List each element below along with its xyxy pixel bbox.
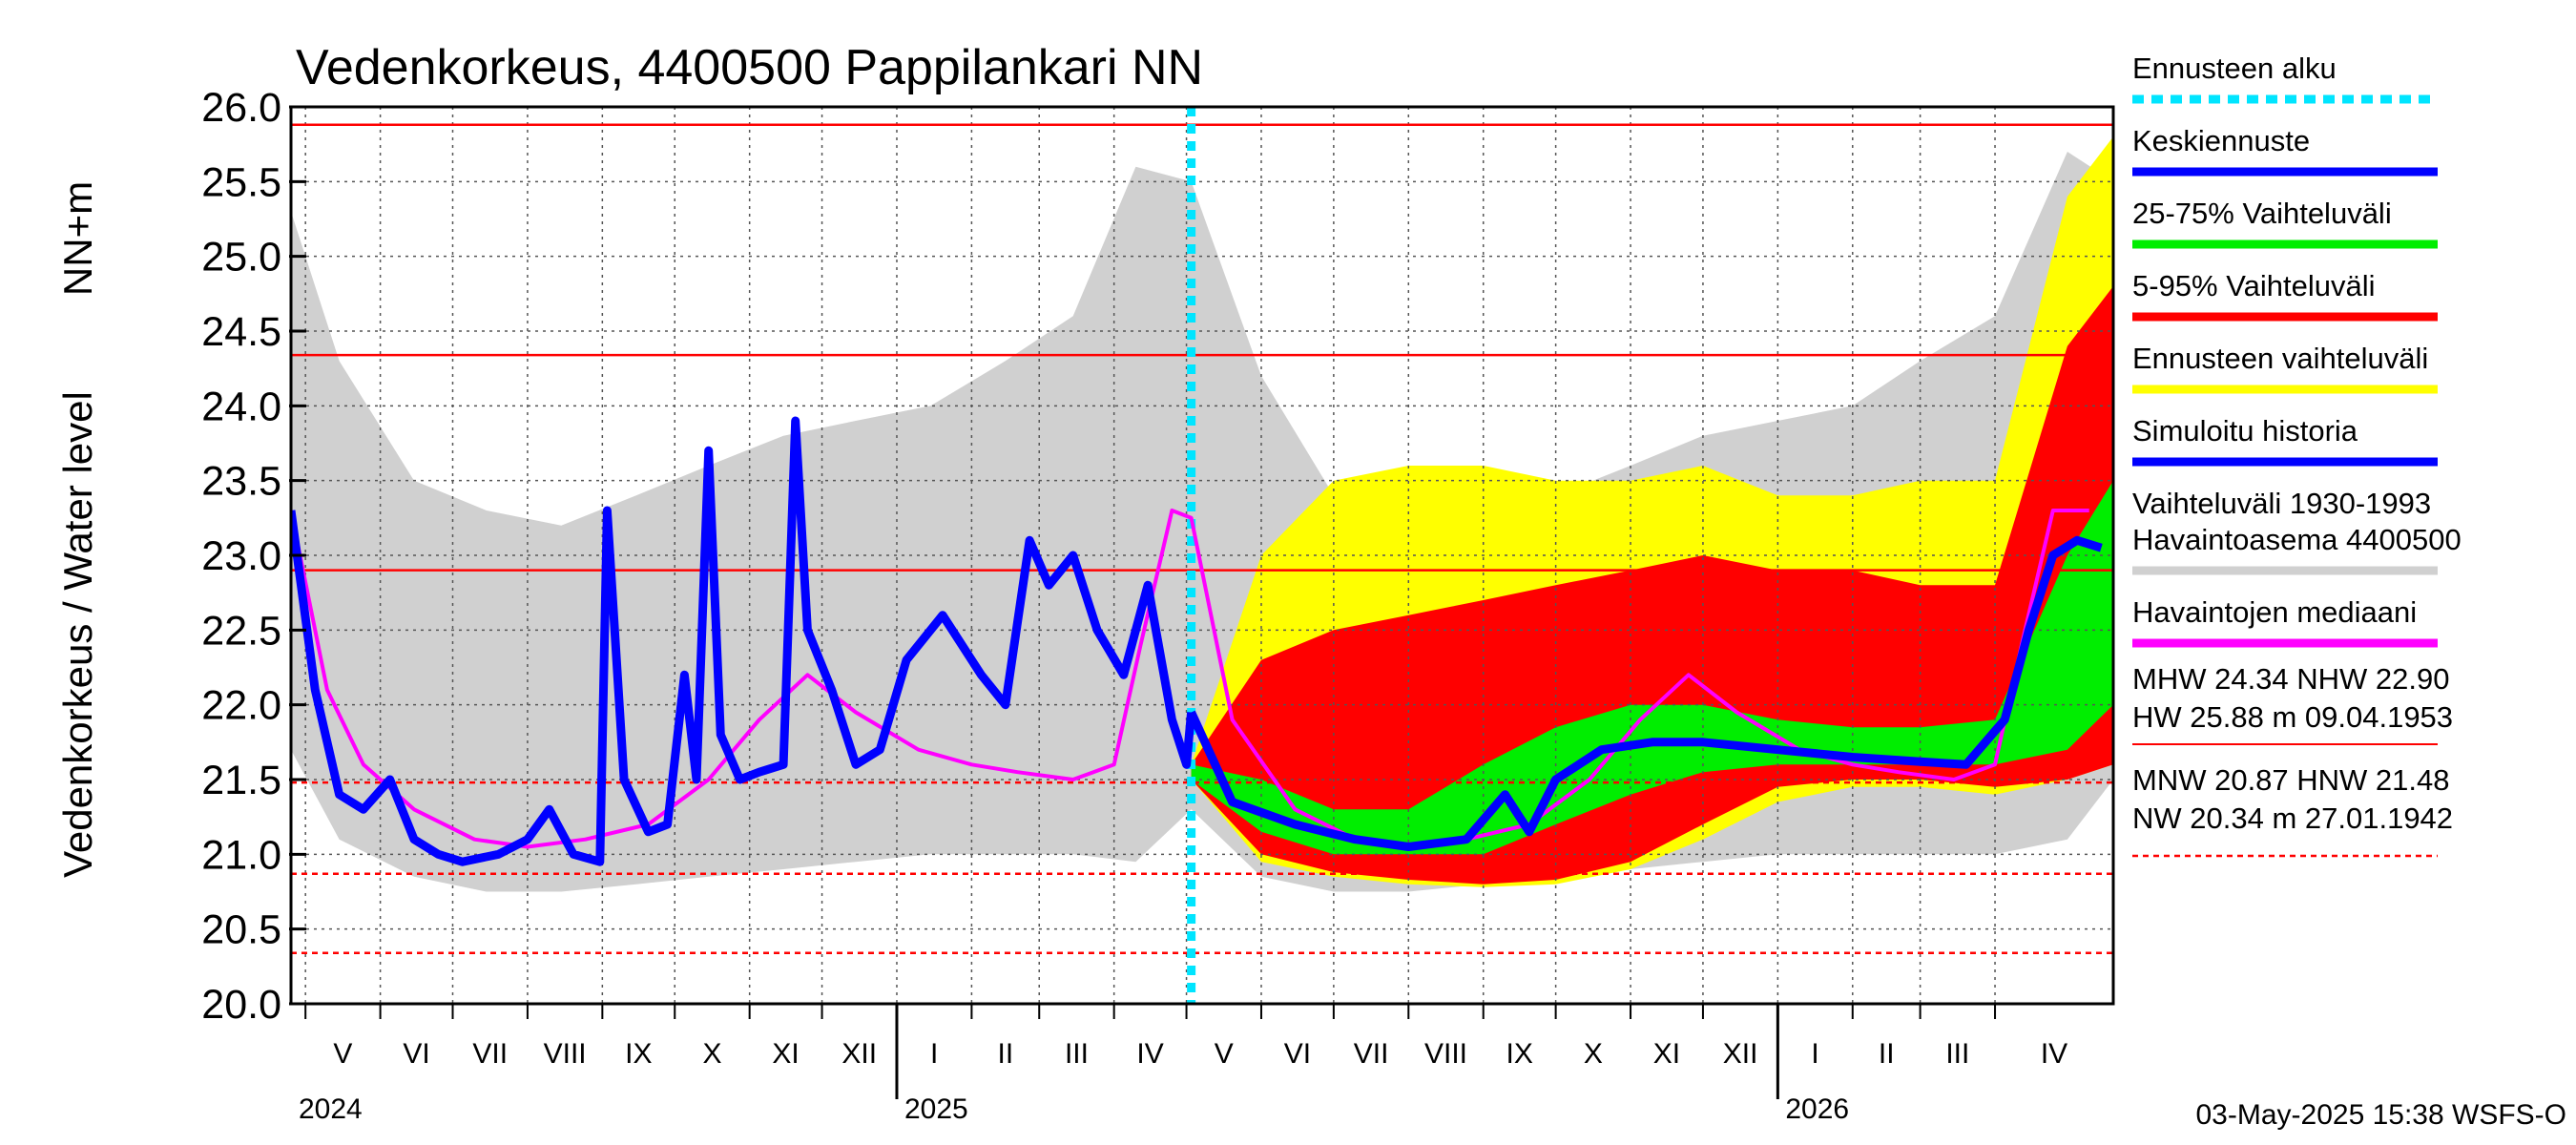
x-month-label: VI	[1284, 1038, 1311, 1070]
axes-group: 20.0 20.5 21.0 21.5 22.0 22.5 23.0 23.5 24.0 24.5…	[201, 85, 2115, 1125]
x-month-label: I	[1811, 1038, 1818, 1070]
y-tick-label: 22.0	[201, 683, 281, 729]
legend-label-vaihteluv-li-1930-1993-havaintoasema-4400500: Vaihteluväli 1930-1993	[2132, 487, 2431, 520]
x-month-label: IX	[625, 1038, 652, 1070]
legend-label-ennusteen-vaihteluv-li: Ennusteen vaihteluväli	[2132, 342, 2428, 375]
y-tick-label: 20.5	[201, 907, 281, 953]
y-tick-label: 21.5	[201, 758, 281, 803]
y-tick-label: 24.0	[201, 384, 281, 429]
x-month-label: V	[1215, 1038, 1234, 1070]
x-month-label: XI	[1653, 1038, 1680, 1070]
line-simuloitu-historia	[291, 416, 1196, 866]
y-tick-label: 23.5	[201, 459, 281, 505]
stats-low-line2: NW 20.34 m 27.01.1942	[2132, 802, 2453, 835]
legend-label-5-95-vaihteluv-li: 5-95% Vaihteluväli	[2132, 269, 2375, 302]
x-month-label: II	[1879, 1038, 1895, 1070]
x-month-label: IV	[1136, 1038, 1163, 1070]
footer-timestamp: 03-May-2025 15:38 WSFS-O	[2196, 1099, 2567, 1131]
legend-label-havaintojen-mediaani: Havaintojen mediaani	[2132, 595, 2417, 629]
x-year-label: 2025	[904, 1093, 968, 1125]
legend-label-25-75-vaihteluv-li: 25-75% Vaihteluväli	[2132, 197, 2392, 230]
x-month-label: VIII	[544, 1038, 587, 1070]
x-month-label: II	[997, 1038, 1013, 1070]
x-month-label: XII	[841, 1038, 877, 1070]
stats-high-line1: MHW 24.34 NHW 22.90	[2132, 662, 2450, 696]
x-month-label: XI	[772, 1038, 799, 1070]
legend-label-ennusteen-alku: Ennusteen alku	[2132, 52, 2337, 85]
chart-title: Vedenkorkeus, 4400500 Pappilankari NN	[296, 40, 1203, 95]
x-month-label: XII	[1723, 1038, 1758, 1070]
y-tick-label: 20.0	[201, 982, 281, 1028]
x-month-label: X	[1584, 1038, 1603, 1070]
x-month-label: III	[1065, 1038, 1089, 1070]
legend-label-keskiennuste: Keskiennuste	[2132, 124, 2310, 157]
stats-low-line1: MNW 20.87 HNW 21.48	[2132, 763, 2450, 797]
x-month-label: VI	[403, 1038, 429, 1070]
lines-group	[291, 416, 2103, 866]
y-tick-label: 26.0	[201, 85, 281, 131]
x-month-label: IV	[2041, 1038, 2067, 1070]
y-tick-label: 24.5	[201, 309, 281, 355]
y-tick-label: 21.0	[201, 832, 281, 878]
line-havaintojen-mediaani	[291, 509, 2089, 849]
x-month-label: III	[1945, 1038, 1969, 1070]
legend: Ennusteen alku Keskiennuste 25-75% Vaihtel…	[2132, 52, 2462, 648]
line-keskiennuste	[1187, 535, 2103, 851]
x-month-label: V	[333, 1038, 352, 1070]
stats-high-line2: HW 25.88 m 09.04.1953	[2132, 700, 2453, 734]
x-month-label: VIII	[1424, 1038, 1467, 1070]
legend-label-simuloitu-historia: Simuloitu historia	[2132, 414, 2358, 448]
x-year-label: 2026	[1785, 1093, 1849, 1125]
y-tick-label: 23.0	[201, 533, 281, 579]
x-month-label: IX	[1506, 1038, 1532, 1070]
x-month-label: VII	[1354, 1038, 1389, 1070]
x-year-label: 2024	[299, 1093, 363, 1125]
y-tick-label: 25.5	[201, 159, 281, 205]
x-month-label: VII	[472, 1038, 508, 1070]
x-month-label: X	[702, 1038, 721, 1070]
y-axis-unit: NN+m	[55, 181, 100, 296]
y-tick-label: 22.5	[201, 608, 281, 654]
legend-label-vaihteluv-li-1930-1993-havaintoasema-4400500: Havaintoasema 4400500	[2132, 523, 2462, 556]
bands-group	[291, 136, 2113, 892]
x-month-label: I	[930, 1038, 938, 1070]
y-tick-label: 25.0	[201, 235, 281, 281]
y-axis-label: Vedenkorkeus / Water level	[55, 391, 100, 878]
